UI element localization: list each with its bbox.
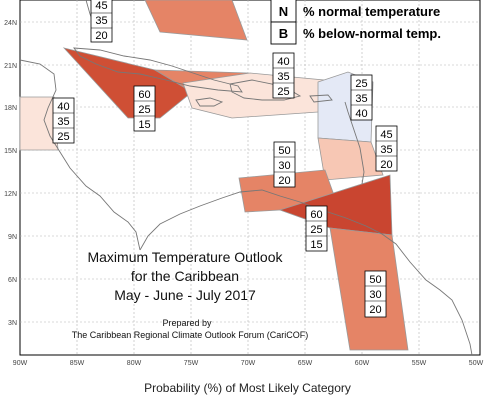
lon-label: 70W [241, 360, 256, 367]
prob-normal: 25 [138, 104, 150, 116]
prob-above: 50 [369, 274, 381, 286]
prob-normal: 35 [355, 93, 367, 105]
prepared-line-2: The Caribbean Regional Climate Outlook F… [72, 330, 309, 340]
yucatan-central-america-coast [19, 59, 141, 251]
legend: N % normal temperature B % below-normal … [270, 0, 441, 45]
prepared-by: Prepared by The Caribbean Regional Clima… [72, 318, 309, 340]
prob-normal: 35 [57, 116, 69, 128]
prob-above: 45 [95, 0, 107, 12]
prob-box-trinidad: 60 25 15 [305, 205, 328, 252]
lon-label: 60W [355, 360, 370, 367]
lat-label: 24N [4, 20, 17, 27]
prob-box-guianas: 50 30 20 [364, 270, 387, 318]
prob-below: 15 [310, 239, 322, 251]
region-windward-islands [317, 137, 384, 181]
prob-above: 50 [278, 145, 290, 157]
title-line-1: Maximum Temperature Outlook [87, 249, 283, 265]
legend-letter-b: B [279, 26, 288, 41]
lon-label: 85W [70, 360, 85, 367]
land-outlines [19, 0, 473, 356]
prob-below: 20 [369, 304, 381, 316]
map-title: Maximum Temperature Outlook for the Cari… [87, 249, 283, 303]
probability-caption: Probability (%) of Most Likely Category [144, 381, 351, 395]
prob-normal: 25 [310, 224, 322, 236]
prob-above: 60 [138, 89, 150, 101]
prob-normal: 35 [95, 15, 107, 27]
prob-below: 40 [355, 108, 367, 120]
lesser-antilles-arc [344, 101, 365, 185]
prob-normal: 35 [277, 71, 289, 83]
lat-label: 3N [8, 320, 17, 327]
lat-label: 15N [4, 148, 17, 155]
prepared-line-1: Prepared by [162, 318, 212, 328]
prob-box-leeward: 25 35 40 [350, 74, 373, 121]
prob-above: 25 [355, 78, 367, 90]
legend-text-normal: % normal temperature [303, 4, 440, 19]
prob-box-top-partial: 45 35 20 [90, 0, 113, 43]
lat-label: 9N [8, 234, 17, 241]
prob-box-cuba: 60 25 15 [133, 85, 156, 132]
prob-box-abc: 50 30 20 [273, 141, 296, 188]
prob-below: 20 [278, 175, 290, 187]
lon-label: 80W [127, 360, 142, 367]
probability-boxes: 45 35 20 60 25 15 40 35 25 [52, 0, 398, 318]
prob-below: 20 [380, 159, 392, 171]
prob-box-hispaniola: 40 35 25 [272, 52, 295, 99]
cuba-outline [73, 47, 243, 93]
prob-normal: 30 [278, 160, 290, 172]
prob-normal: 30 [369, 289, 381, 301]
title-line-3: May - June - July 2017 [114, 287, 256, 303]
legend-text-below: % below-normal temp. [303, 26, 441, 41]
lon-label: 50W [469, 360, 484, 367]
lon-label: 75W [184, 360, 199, 367]
legend-letter-n: N [279, 4, 288, 19]
lon-label: 90W [13, 360, 28, 367]
prob-normal: 35 [380, 144, 392, 156]
prob-above: 60 [310, 209, 322, 221]
lat-label: 6N [8, 277, 17, 284]
puerto-rico-outline [309, 94, 333, 103]
prob-below: 25 [57, 131, 69, 143]
longitude-axis: 90W 85W 80W 75W 70W 65W 60W 55W 50W [13, 360, 484, 367]
lat-label: 21N [4, 63, 17, 70]
prob-above: 45 [380, 129, 392, 141]
title-line-2: for the Caribbean [131, 268, 239, 284]
prob-above: 40 [57, 101, 69, 113]
prob-box-windward: 45 35 20 [375, 125, 398, 172]
prob-below: 25 [277, 86, 289, 98]
region-top-partial [144, 0, 248, 41]
lat-label: 18N [4, 105, 17, 112]
south-america-coast [139, 189, 473, 356]
lat-label: 12N [4, 191, 17, 198]
prob-above: 40 [277, 56, 289, 68]
prob-box-central-america: 40 35 25 [52, 97, 75, 144]
prob-below: 15 [138, 119, 150, 131]
lon-label: 65W [298, 360, 313, 367]
lon-label: 55W [412, 360, 427, 367]
prob-below: 20 [95, 30, 107, 42]
latitude-axis: 24N 21N 18N 15N 12N 9N 6N 3N [4, 20, 17, 327]
region-central-america [19, 96, 59, 151]
region-cuba-bahamas-west [62, 47, 193, 119]
jamaica-outline [195, 97, 224, 107]
